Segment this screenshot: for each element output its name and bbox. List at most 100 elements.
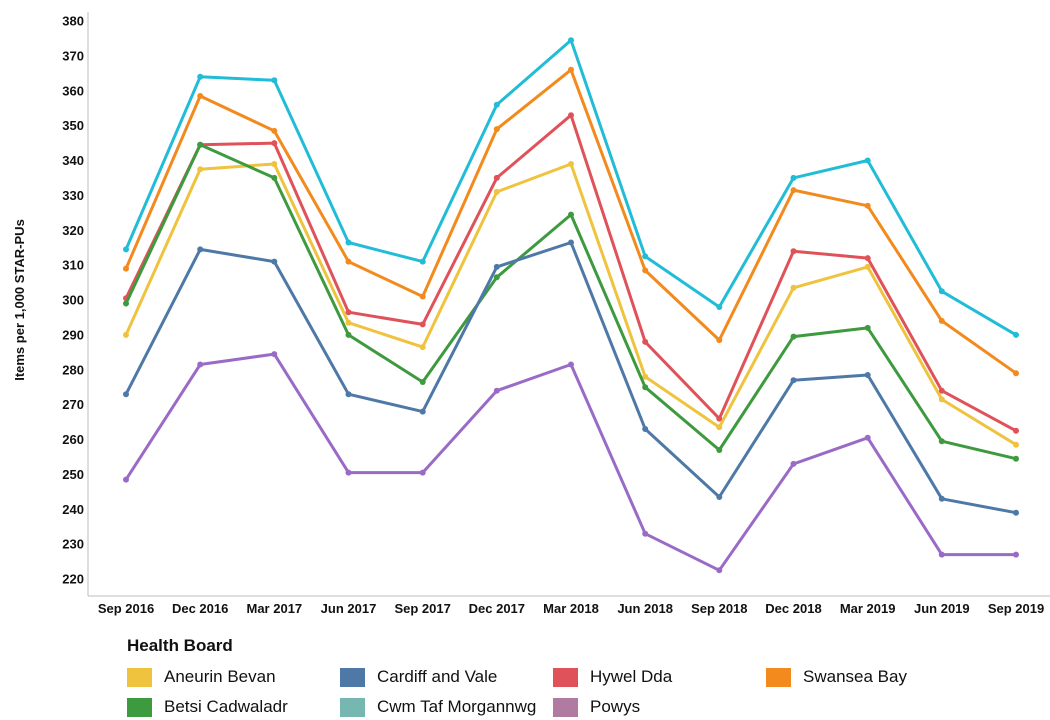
data-point-cwm-taf-morgannwg[interactable] xyxy=(938,288,945,295)
data-point-cwm-taf-morgannwg[interactable] xyxy=(419,258,426,265)
series-line-betsi-cadwaladr[interactable] xyxy=(124,143,1018,461)
data-point-cwm-taf-morgannwg[interactable] xyxy=(1013,331,1019,338)
data-point-powys[interactable] xyxy=(1013,551,1019,558)
data-point-hywel-dda[interactable] xyxy=(938,387,945,394)
data-point-betsi-cadwaladr[interactable] xyxy=(938,438,945,445)
data-point-aneurin-bevan[interactable] xyxy=(197,166,204,173)
legend-item-cardiff-and-vale[interactable]: Cardiff and Vale xyxy=(340,664,553,690)
data-point-betsi-cadwaladr[interactable] xyxy=(493,274,500,281)
data-point-hywel-dda[interactable] xyxy=(716,415,723,422)
data-point-aneurin-bevan[interactable] xyxy=(864,263,871,270)
data-point-swansea-bay[interactable] xyxy=(1013,370,1019,377)
legend-item-aneurin-bevan[interactable]: Aneurin Bevan xyxy=(127,664,340,690)
data-point-powys[interactable] xyxy=(716,567,723,574)
data-point-aneurin-bevan[interactable] xyxy=(568,161,574,167)
data-point-cardiff-and-vale[interactable] xyxy=(864,372,871,378)
data-point-hywel-dda[interactable] xyxy=(1013,427,1019,434)
data-point-cardiff-and-vale[interactable] xyxy=(345,391,352,398)
data-point-swansea-bay[interactable] xyxy=(568,66,574,73)
data-point-aneurin-bevan[interactable] xyxy=(716,424,723,431)
data-point-aneurin-bevan[interactable] xyxy=(493,188,500,195)
data-point-aneurin-bevan[interactable] xyxy=(345,319,352,326)
data-point-aneurin-bevan[interactable] xyxy=(938,396,945,403)
data-point-cwm-taf-morgannwg[interactable] xyxy=(345,239,352,246)
data-point-cardiff-and-vale[interactable] xyxy=(1013,509,1019,516)
data-point-aneurin-bevan[interactable] xyxy=(790,284,797,291)
data-point-cardiff-and-vale[interactable] xyxy=(197,246,204,253)
data-point-swansea-bay[interactable] xyxy=(642,267,649,274)
data-point-cwm-taf-morgannwg[interactable] xyxy=(790,174,797,181)
data-point-aneurin-bevan[interactable] xyxy=(123,331,129,338)
data-point-powys[interactable] xyxy=(568,361,574,368)
data-point-betsi-cadwaladr[interactable] xyxy=(197,141,204,148)
data-point-betsi-cadwaladr[interactable] xyxy=(568,211,574,218)
data-point-betsi-cadwaladr[interactable] xyxy=(1013,455,1019,462)
data-point-cwm-taf-morgannwg[interactable] xyxy=(123,246,129,253)
legend-item-swansea-bay[interactable]: Swansea Bay xyxy=(766,664,979,690)
data-point-betsi-cadwaladr[interactable] xyxy=(864,324,871,331)
data-point-hywel-dda[interactable] xyxy=(493,174,500,181)
data-point-cwm-taf-morgannwg[interactable] xyxy=(271,77,278,84)
data-point-swansea-bay[interactable] xyxy=(938,317,945,324)
series-group xyxy=(123,37,1019,574)
data-point-cardiff-and-vale[interactable] xyxy=(271,258,278,265)
data-point-cwm-taf-morgannwg[interactable] xyxy=(568,37,574,44)
data-point-betsi-cadwaladr[interactable] xyxy=(419,379,426,385)
data-point-swansea-bay[interactable] xyxy=(271,127,278,134)
data-point-cardiff-and-vale[interactable] xyxy=(938,495,945,502)
data-point-cwm-taf-morgannwg[interactable] xyxy=(493,101,500,108)
data-point-swansea-bay[interactable] xyxy=(493,126,500,133)
data-point-aneurin-bevan[interactable] xyxy=(1013,441,1019,448)
data-point-hywel-dda[interactable] xyxy=(419,321,426,328)
data-point-powys[interactable] xyxy=(642,530,649,537)
data-point-betsi-cadwaladr[interactable] xyxy=(345,331,352,338)
data-point-aneurin-bevan[interactable] xyxy=(419,344,426,351)
data-point-swansea-bay[interactable] xyxy=(123,265,129,272)
data-point-betsi-cadwaladr[interactable] xyxy=(123,300,129,307)
data-point-hywel-dda[interactable] xyxy=(568,112,574,119)
data-point-swansea-bay[interactable] xyxy=(716,337,723,344)
data-point-cardiff-and-vale[interactable] xyxy=(716,494,723,500)
legend-item-hywel-dda[interactable]: Hywel Dda xyxy=(553,664,766,690)
data-point-cardiff-and-vale[interactable] xyxy=(642,426,649,432)
data-point-aneurin-bevan[interactable] xyxy=(642,373,649,380)
data-point-powys[interactable] xyxy=(271,351,278,358)
data-point-hywel-dda[interactable] xyxy=(864,255,871,262)
data-point-cardiff-and-vale[interactable] xyxy=(493,263,500,270)
legend-item-cwm-taf-morgannwg[interactable]: Cwm Taf Morgannwg xyxy=(340,694,553,720)
data-point-betsi-cadwaladr[interactable] xyxy=(790,333,797,340)
legend-item-powys[interactable]: Powys xyxy=(553,694,766,720)
data-point-betsi-cadwaladr[interactable] xyxy=(716,447,723,453)
data-point-cardiff-and-vale[interactable] xyxy=(790,377,797,384)
data-point-powys[interactable] xyxy=(790,460,797,467)
data-point-cwm-taf-morgannwg[interactable] xyxy=(716,304,723,310)
data-point-swansea-bay[interactable] xyxy=(419,293,426,300)
data-point-swansea-bay[interactable] xyxy=(197,93,204,99)
data-point-hywel-dda[interactable] xyxy=(271,140,278,147)
data-point-hywel-dda[interactable] xyxy=(345,309,352,316)
data-point-swansea-bay[interactable] xyxy=(345,258,352,265)
legend-item-betsi-cadwaladr[interactable]: Betsi Cadwaladr xyxy=(127,694,340,720)
data-point-powys[interactable] xyxy=(864,434,871,441)
data-point-cwm-taf-morgannwg[interactable] xyxy=(197,73,204,80)
data-point-powys[interactable] xyxy=(345,469,352,476)
series-line-powys[interactable] xyxy=(124,352,1018,572)
data-point-cardiff-and-vale[interactable] xyxy=(568,239,574,246)
data-point-powys[interactable] xyxy=(197,361,204,368)
data-point-powys[interactable] xyxy=(123,476,129,483)
data-point-cardiff-and-vale[interactable] xyxy=(123,391,129,398)
data-point-swansea-bay[interactable] xyxy=(864,202,871,209)
data-point-hywel-dda[interactable] xyxy=(642,338,649,345)
data-point-cwm-taf-morgannwg[interactable] xyxy=(864,157,871,164)
y-tick-group: 220 230 240 250 260 270 280 290 300 310 320 330 340 3… xyxy=(62,14,84,587)
data-point-cwm-taf-morgannwg[interactable] xyxy=(642,253,649,260)
data-point-swansea-bay[interactable] xyxy=(790,187,797,194)
data-point-cardiff-and-vale[interactable] xyxy=(419,408,426,415)
data-point-powys[interactable] xyxy=(493,387,500,394)
data-point-powys[interactable] xyxy=(938,551,945,558)
data-point-powys[interactable] xyxy=(419,469,426,476)
data-point-aneurin-bevan[interactable] xyxy=(271,161,278,167)
data-point-betsi-cadwaladr[interactable] xyxy=(642,384,649,391)
data-point-betsi-cadwaladr[interactable] xyxy=(271,174,278,181)
data-point-hywel-dda[interactable] xyxy=(790,248,797,255)
